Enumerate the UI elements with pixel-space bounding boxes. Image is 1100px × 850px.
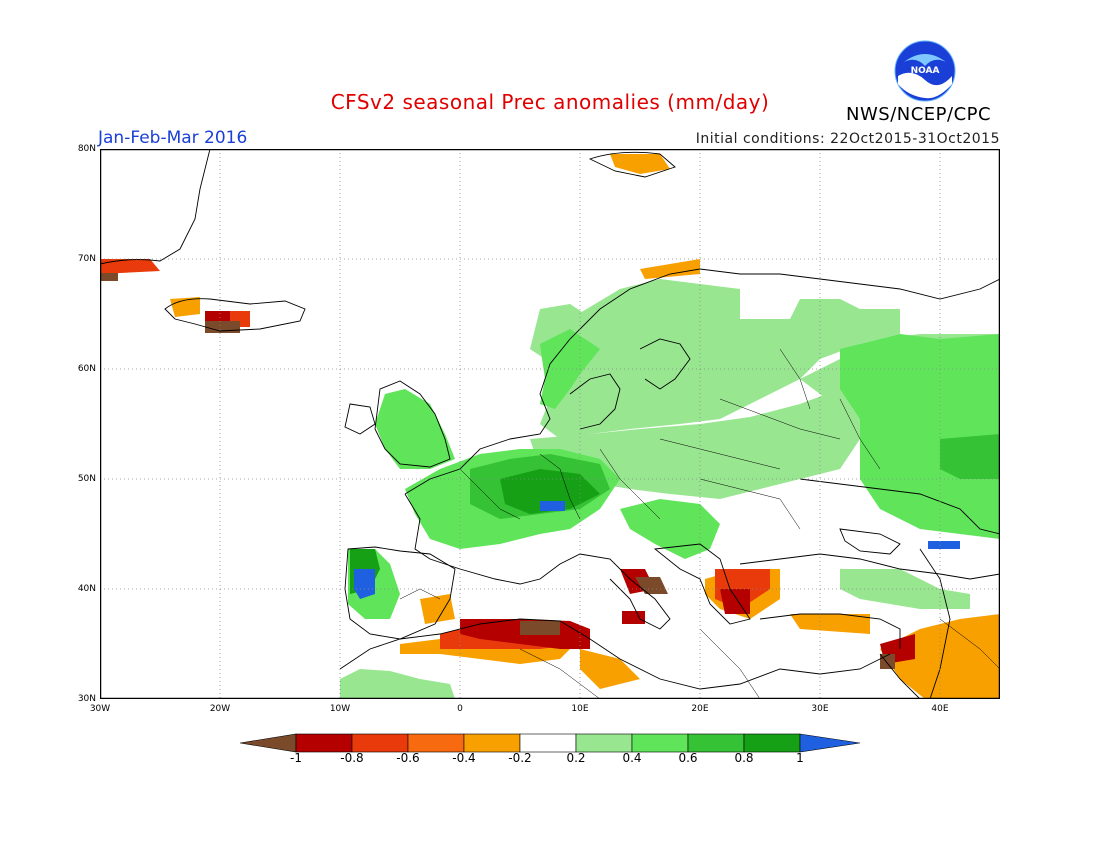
- colorbar-arrow-low: [240, 733, 297, 753]
- map-title: CFSv2 seasonal Prec anomalies (mm/day): [330, 90, 770, 114]
- colorbar-label-02: 0.2: [566, 751, 586, 765]
- colorbar-label-m06: -0.6: [396, 751, 420, 765]
- anomaly-area-greenland-red: [100, 259, 160, 274]
- lat-tick-30n: 30N: [77, 694, 96, 704]
- anomaly-fill-layer: [100, 154, 1000, 699]
- anomaly-area-svalbard-orange: [610, 154, 670, 174]
- anomaly-area-spain-orange: [420, 594, 455, 624]
- colorbar-bin-white: [519, 733, 577, 753]
- anomaly-area-libya-orange: [580, 649, 640, 689]
- lon-tick-10e: 10E: [571, 704, 589, 714]
- colorbar-label-m02: -0.2: [508, 751, 532, 765]
- lon-tick-30e: 30E: [811, 704, 829, 714]
- anomaly-area-scandinavia: [540, 279, 900, 439]
- lon-tick-10w: 10W: [329, 704, 351, 714]
- colorbar-label-08: 0.8: [734, 751, 754, 765]
- anomaly-area-volga: [940, 434, 1000, 479]
- anomaly-area-alps-blue: [540, 501, 565, 511]
- anomaly-area-russia: [840, 334, 1000, 539]
- coastlines: [100, 149, 1000, 699]
- anomaly-area-lapland-orange: [640, 259, 700, 279]
- lon-tick-20e: 20E: [691, 704, 709, 714]
- noaa-logo-icon: NOAA: [894, 40, 956, 102]
- anomaly-area-sicily-darkred: [622, 611, 645, 624]
- lon-tick-0: 0: [457, 704, 463, 714]
- lon-tick-30w: 30W: [89, 704, 111, 714]
- colorbar-bin-red: [351, 733, 409, 753]
- anomaly-area-anatolia-orange: [790, 614, 870, 634]
- initial-conditions-label: Initial conditions: 22Oct2015-31Oct2015: [695, 131, 1000, 147]
- colorbar-label-1: 1: [796, 751, 804, 765]
- colorbar-label-04: 0.4: [622, 751, 642, 765]
- lat-tick-80n: 80N: [77, 144, 96, 154]
- anomaly-area-alps: [500, 469, 600, 514]
- colorbar-bin-darkgreen: [743, 733, 801, 753]
- lat-tick-50n: 50N: [77, 474, 96, 484]
- colorbar-label-m1: -1: [290, 751, 302, 765]
- map-frame: [100, 149, 1000, 699]
- colorbar-bin-lightgreen: [631, 733, 689, 753]
- precip-anomaly-map: [100, 149, 1000, 699]
- colorbar-arrow-high: [799, 733, 860, 753]
- anomaly-area-norway: [540, 329, 600, 409]
- colorbar-label-m04: -0.4: [452, 751, 476, 765]
- lat-tick-40n: 40N: [77, 584, 96, 594]
- colorbar-bin-green: [687, 733, 745, 753]
- lat-tick-60n: 60N: [77, 364, 96, 374]
- anomaly-area-levant-brown: [880, 654, 895, 669]
- anomaly-area-greenland-brown: [100, 273, 118, 281]
- anomaly-area-north-africa: [340, 669, 455, 699]
- anomaly-area-caucasus-blue: [928, 541, 960, 549]
- colorbar-bin-orange: [463, 733, 521, 753]
- lat-tick-70n: 70N: [77, 254, 96, 264]
- political-borders: [399, 348, 1000, 699]
- colorbar-bin-palegreen: [575, 733, 633, 753]
- anomaly-area-tunisia-brown: [520, 621, 560, 635]
- lon-tick-40e: 40E: [931, 704, 949, 714]
- anomaly-area-levant-orange: [880, 614, 1000, 699]
- colorbar-label-m08: -0.8: [340, 751, 364, 765]
- anomaly-area-iberia-blue: [354, 569, 375, 599]
- colorbar-bin-orangered: [407, 733, 465, 753]
- colorbar-bin-darkred: [295, 733, 353, 753]
- colorbar: [240, 733, 860, 753]
- colorbar-label-06: 0.6: [678, 751, 698, 765]
- anomaly-area-aegean-darkred: [720, 589, 750, 614]
- lon-tick-20w: 20W: [209, 704, 231, 714]
- season-label: Jan-Feb-Mar 2016: [98, 128, 248, 148]
- anomaly-area-uk: [375, 389, 455, 469]
- logo-text: NOAA: [911, 66, 940, 76]
- anomaly-area-balkans: [620, 499, 720, 559]
- agency-label: NWS/NCEP/CPC: [846, 104, 992, 125]
